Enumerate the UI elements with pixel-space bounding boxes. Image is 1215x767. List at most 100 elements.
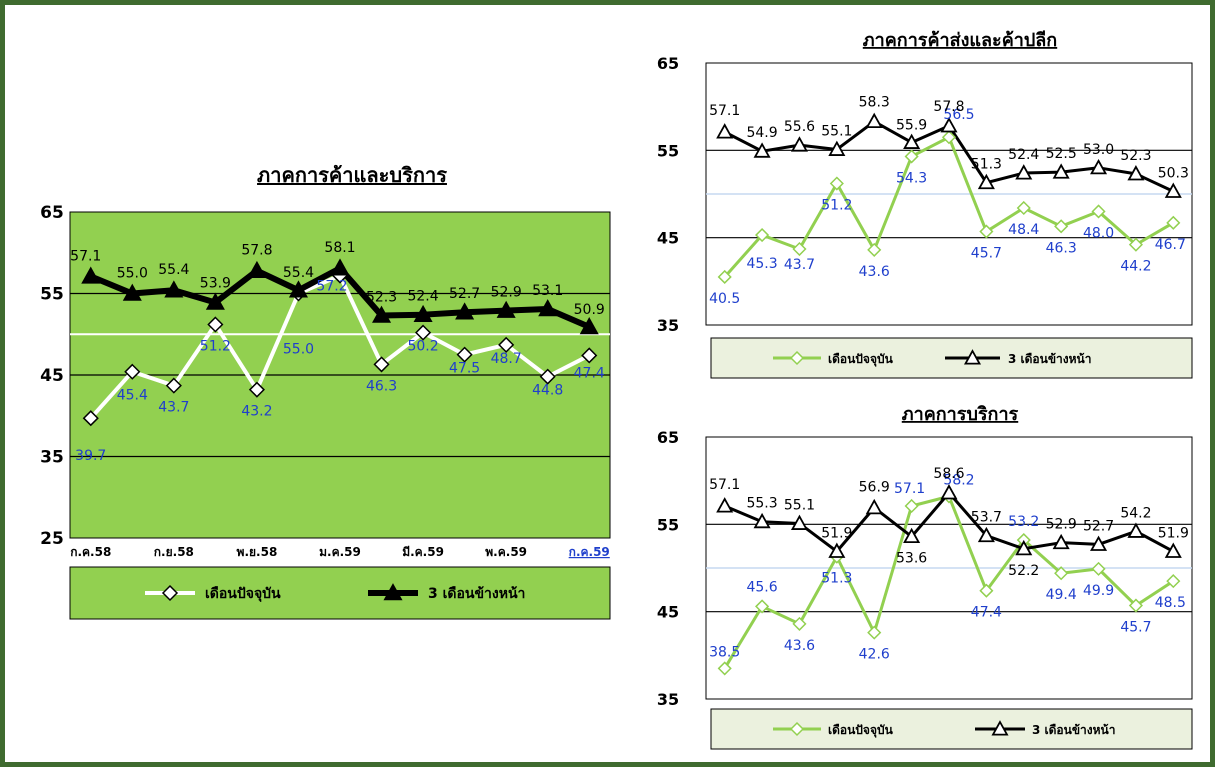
- data-point: [753, 142, 771, 158]
- data-label: 45.6: [746, 579, 777, 595]
- data-label: 52.5: [1046, 146, 1077, 162]
- data-label: 54.2: [1120, 505, 1151, 521]
- data-point: [1166, 215, 1181, 230]
- legend-marker: [789, 350, 805, 366]
- data-point: [940, 117, 958, 133]
- data-label: 51.9: [1158, 525, 1189, 541]
- y-tick-label: 45: [40, 366, 64, 386]
- data-point: [1127, 165, 1145, 181]
- legend-marker: [963, 349, 982, 365]
- data-label: 57.8: [241, 243, 272, 259]
- data-label: 52.3: [366, 290, 397, 306]
- data-label: 52.2: [1008, 563, 1039, 579]
- data-label: 40.5: [709, 291, 740, 307]
- data-point: [940, 484, 958, 500]
- data-point: [717, 661, 732, 676]
- data-label: 46.3: [1046, 240, 1077, 256]
- data-point: [903, 527, 921, 544]
- data-label: 45.4: [117, 388, 148, 404]
- data-label: 45.7: [1120, 620, 1151, 636]
- data-label: 52.9: [1046, 517, 1077, 533]
- data-label: 45.3: [746, 256, 777, 272]
- data-point: [828, 542, 846, 558]
- data-point: [1015, 539, 1033, 556]
- data-point: [755, 599, 770, 614]
- data-label: 56.9: [859, 480, 890, 496]
- data-label: 58.3: [859, 95, 890, 111]
- data-label: 46.7: [1155, 237, 1186, 253]
- y-tick-label: 45: [657, 229, 679, 248]
- data-point: [373, 356, 390, 373]
- data-point: [1164, 182, 1182, 198]
- data-point: [122, 283, 142, 301]
- x-tick-label: ก.ค.59: [569, 545, 610, 559]
- data-point: [753, 512, 771, 529]
- data-label: 43.7: [784, 257, 815, 273]
- data-label: 47.4: [971, 605, 1002, 621]
- data-label: 48.0: [1083, 225, 1114, 241]
- y-tick-label: 55: [657, 141, 679, 160]
- data-label: 57.8: [933, 99, 964, 115]
- y-tick-label: 65: [40, 203, 64, 223]
- data-point: [865, 112, 883, 129]
- data-label: 51.2: [821, 198, 852, 214]
- data-point: [539, 368, 556, 385]
- data-label: 56.5: [943, 107, 974, 123]
- data-point: [330, 258, 350, 276]
- data-label: 52.4: [1008, 147, 1039, 163]
- data-point: [977, 173, 995, 190]
- data-point: [1054, 566, 1069, 581]
- data-label: 50.9: [574, 302, 605, 318]
- chart-title: ภาคการค้าส่งและค้าปลีก: [863, 30, 1057, 51]
- data-label: 55.1: [784, 497, 815, 513]
- data-label: 55.9: [896, 117, 927, 133]
- data-label: 57.1: [709, 477, 740, 493]
- data-point: [496, 300, 516, 318]
- data-point: [867, 242, 882, 257]
- data-label: 52.7: [1083, 518, 1114, 534]
- data-point: [792, 241, 807, 257]
- y-tick-label: 35: [40, 448, 64, 468]
- y-tick-label: 45: [657, 603, 679, 622]
- data-label: 38.5: [709, 644, 740, 660]
- data-label: 52.4: [407, 289, 438, 305]
- data-label: 50.2: [407, 339, 438, 355]
- data-point: [413, 304, 433, 322]
- data-point: [455, 302, 475, 320]
- y-tick-label: 35: [657, 690, 679, 709]
- data-point: [865, 498, 883, 515]
- data-label: 47.4: [574, 365, 605, 381]
- data-point: [164, 280, 184, 298]
- chart-2: ภาคการค้าส่งและค้าปลีก 35 45 55 65 40.5 45.3 43…: [657, 30, 1193, 379]
- data-label: 42.6: [859, 647, 890, 663]
- data-label: 52.3: [1120, 148, 1151, 164]
- data-label: 54.9: [746, 125, 777, 141]
- y-tick-label: 65: [657, 54, 679, 73]
- data-point: [717, 269, 732, 285]
- data-label: 43.2: [241, 404, 272, 420]
- x-tick-label: พ.ย.58: [237, 545, 278, 559]
- data-label: 51.9: [821, 525, 852, 541]
- data-point: [829, 176, 844, 191]
- data-label: 53.2: [1008, 514, 1039, 530]
- data-point: [1090, 158, 1108, 175]
- data-label: 49.4: [1046, 587, 1077, 603]
- data-point: [979, 583, 994, 598]
- legend-marker: [161, 584, 179, 602]
- legend-label: เดือนปัจจุบัน: [828, 723, 894, 738]
- data-label: 53.0: [1083, 142, 1114, 158]
- data-label: 45.7: [971, 246, 1002, 262]
- data-point: [790, 136, 808, 152]
- data-label: 48.7: [491, 351, 522, 367]
- data-point: [1015, 164, 1033, 180]
- legend-label: เดือนปัจจุบัน: [828, 352, 894, 367]
- data-label: 44.8: [532, 383, 563, 399]
- data-label: 54.3: [896, 170, 927, 186]
- data-point: [755, 227, 770, 243]
- data-point: [288, 280, 308, 298]
- data-point: [581, 347, 598, 364]
- y-tick-label: 55: [657, 515, 679, 534]
- data-point: [1091, 561, 1106, 576]
- x-tick-label: ก.ย.58: [154, 545, 194, 559]
- data-point: [1090, 535, 1108, 551]
